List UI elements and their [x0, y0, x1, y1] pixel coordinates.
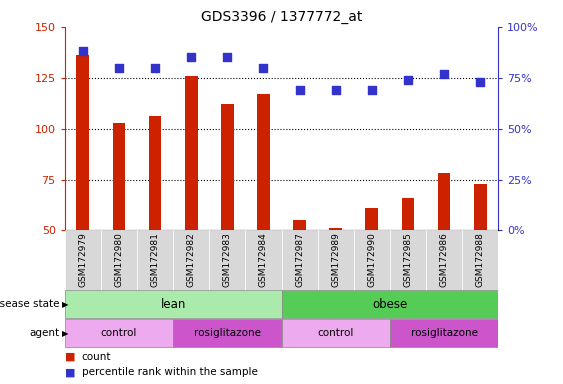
- Bar: [65, 291, 282, 318]
- Bar: [137, 230, 173, 290]
- Text: control: control: [101, 328, 137, 338]
- Text: ▶: ▶: [62, 300, 69, 309]
- Bar: [474, 184, 486, 230]
- Bar: [426, 230, 462, 290]
- Text: GSM172980: GSM172980: [114, 232, 123, 287]
- Point: [78, 48, 87, 55]
- Point: [150, 65, 159, 71]
- Bar: [77, 55, 89, 230]
- Point: [187, 55, 196, 61]
- Text: GSM172990: GSM172990: [367, 232, 376, 287]
- Text: percentile rank within the sample: percentile rank within the sample: [82, 367, 257, 377]
- Text: control: control: [318, 328, 354, 338]
- Bar: [173, 319, 282, 347]
- Text: ■: ■: [65, 367, 75, 377]
- Text: ▶: ▶: [62, 329, 69, 338]
- Bar: [390, 230, 426, 290]
- Text: lean: lean: [160, 298, 186, 311]
- Bar: [390, 319, 498, 347]
- Point: [440, 71, 449, 77]
- Text: GSM172987: GSM172987: [295, 232, 304, 287]
- Bar: [282, 319, 390, 347]
- Text: GSM172985: GSM172985: [404, 232, 413, 287]
- Bar: [438, 174, 450, 230]
- Bar: [149, 116, 162, 230]
- Bar: [462, 230, 498, 290]
- Bar: [354, 230, 390, 290]
- Point: [223, 55, 232, 61]
- Text: GSM172979: GSM172979: [78, 232, 87, 287]
- Text: GSM172983: GSM172983: [223, 232, 232, 287]
- Bar: [282, 291, 498, 318]
- Text: GSM172986: GSM172986: [440, 232, 449, 287]
- Bar: [329, 228, 342, 230]
- Bar: [101, 230, 137, 290]
- Point: [331, 87, 340, 93]
- Text: rosiglitazone: rosiglitazone: [194, 328, 261, 338]
- Point: [404, 77, 413, 83]
- Bar: [245, 230, 282, 290]
- Point: [476, 79, 485, 85]
- Bar: [113, 122, 125, 230]
- Text: GSM172984: GSM172984: [259, 232, 268, 287]
- Bar: [401, 198, 414, 230]
- Text: GSM172982: GSM172982: [187, 232, 196, 287]
- Bar: [173, 230, 209, 290]
- Bar: [65, 319, 173, 347]
- Bar: [185, 76, 198, 230]
- Text: ■: ■: [65, 352, 75, 362]
- Text: count: count: [82, 352, 111, 362]
- Text: GSM172981: GSM172981: [150, 232, 159, 287]
- Point: [295, 87, 304, 93]
- Text: GSM172988: GSM172988: [476, 232, 485, 287]
- Text: GDS3396 / 1377772_at: GDS3396 / 1377772_at: [201, 10, 362, 23]
- Bar: [293, 220, 306, 230]
- Point: [259, 65, 268, 71]
- Text: disease state: disease state: [0, 299, 59, 310]
- Bar: [221, 104, 234, 230]
- Bar: [318, 230, 354, 290]
- Bar: [65, 230, 101, 290]
- Text: GSM172989: GSM172989: [331, 232, 340, 287]
- Point: [114, 65, 123, 71]
- Point: [367, 87, 376, 93]
- Bar: [365, 208, 378, 230]
- Text: rosiglitazone: rosiglitazone: [410, 328, 477, 338]
- Bar: [257, 94, 270, 230]
- Bar: [282, 230, 318, 290]
- Bar: [209, 230, 245, 290]
- Text: obese: obese: [372, 298, 408, 311]
- Text: agent: agent: [29, 328, 59, 338]
